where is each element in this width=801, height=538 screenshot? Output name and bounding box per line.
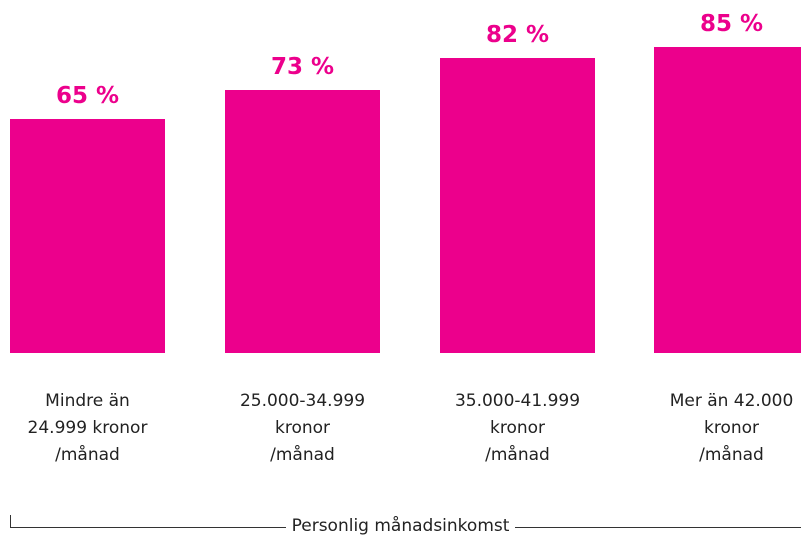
- value-label: 85 %: [699, 11, 764, 37]
- x-tick-label: Mer än 42.000 kronor /månad: [669, 391, 794, 465]
- axis-bracket: [10, 515, 11, 528]
- bar: [440, 57, 595, 353]
- x-axis-label-wrap: Personlig månadsinkomst: [0, 516, 801, 536]
- x-tick-label: Mindre än 24.999 kronor /månad: [27, 391, 148, 465]
- value-label: 73 %: [270, 54, 335, 81]
- bar: [654, 47, 801, 353]
- x-tick-label: 25.000-34.999 kronor /månad: [239, 391, 366, 465]
- value-label: 82 %: [485, 21, 550, 48]
- x-axis-label: Personlig månadsinkomst: [285, 516, 516, 536]
- value-label: 65 %: [55, 83, 120, 109]
- bar: [225, 90, 380, 353]
- bar: [10, 119, 165, 353]
- x-tick-label: 35.000-41.999 kronor /månad: [454, 391, 581, 465]
